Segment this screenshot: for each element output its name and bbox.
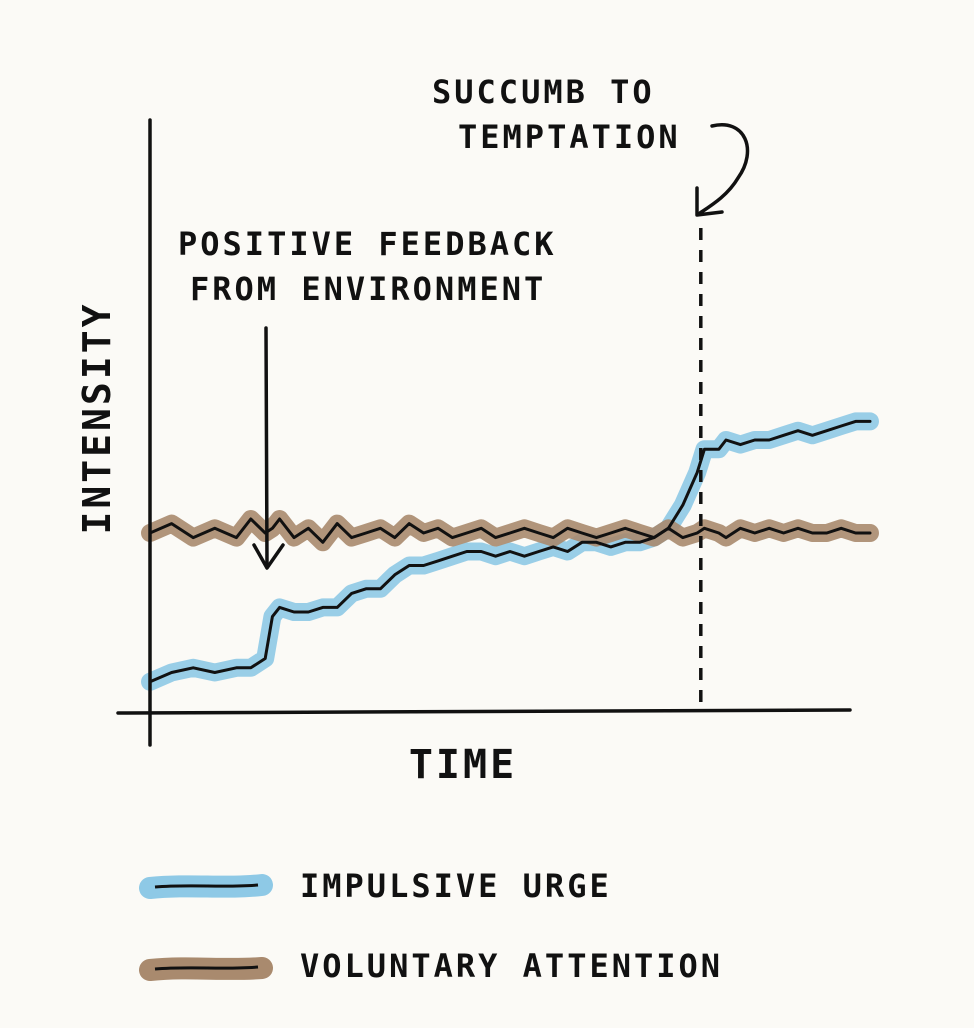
legend-label-voluntary-attention: VOLUNTARY ATTENTION (300, 947, 723, 985)
y-axis-label: INTENSITY (75, 302, 119, 535)
legend-item-impulsive-urge: IMPULSIVE URGE (139, 867, 612, 905)
annotation-curved-arrow-icon (695, 123, 750, 217)
series-line-voluntary-attention (148, 517, 872, 544)
annotation-succumb-line1: SUCCUMB TO (432, 73, 655, 111)
legend-line-impulsive-urge (154, 883, 259, 889)
legend-line-voluntary-attention (154, 965, 259, 971)
x-axis-label: TIME (409, 742, 517, 788)
legend-label-impulsive-urge: IMPULSIVE URGE (300, 867, 612, 905)
annotation-positive-feedback-line1: POSITIVE FEEDBACK (178, 225, 557, 263)
annotation-succumb-line2: TEMPTATION (458, 118, 681, 156)
annotation-positive-feedback-line2: FROM ENVIRONMENT (190, 270, 546, 308)
legend-item-voluntary-attention: VOLUNTARY ATTENTION (139, 947, 723, 985)
legend: IMPULSIVE URGE VOLUNTARY ATTENTION (139, 867, 723, 985)
series-lines (148, 419, 872, 684)
annotation-arrow-down-icon (252, 326, 285, 570)
x-axis (116, 708, 852, 715)
series-line-impulsive-urge (148, 419, 872, 684)
